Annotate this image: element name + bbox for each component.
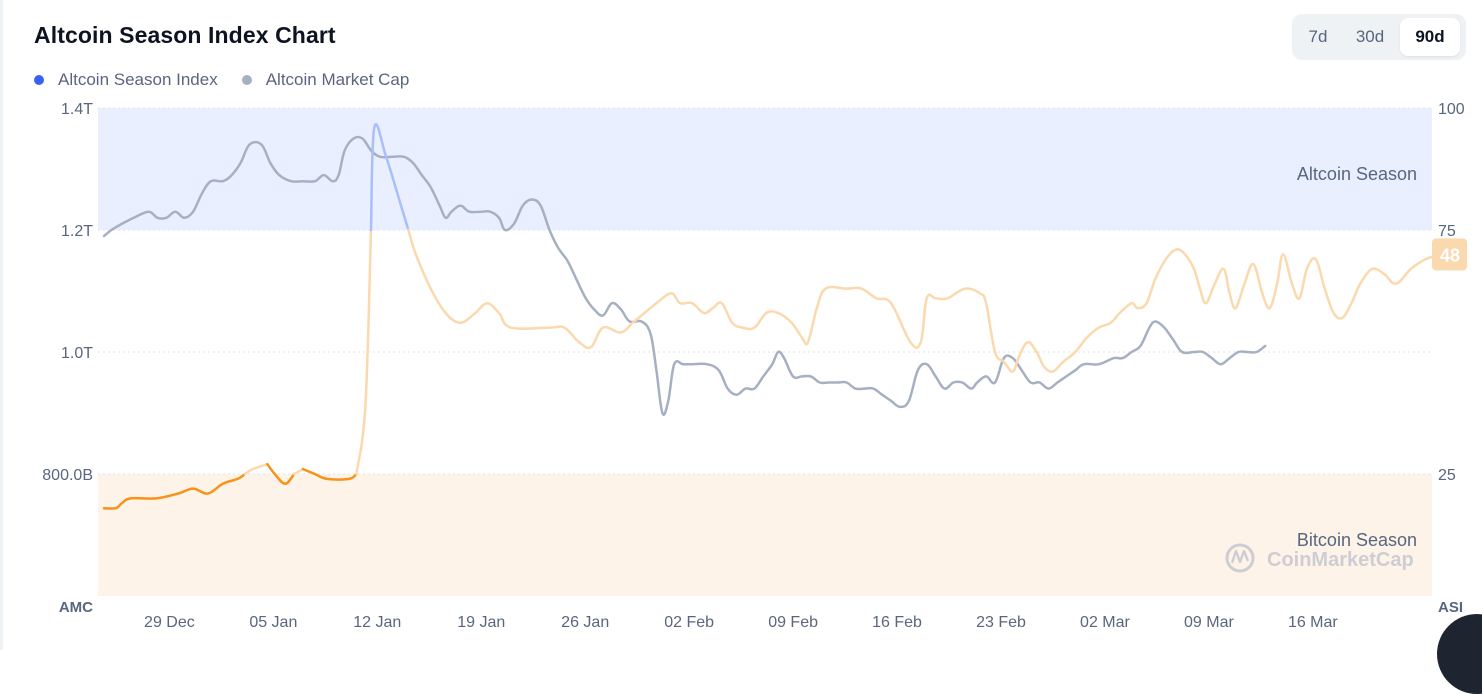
chart-canvas[interactable]: Altcoin Season Bitcoin Season CoinMarketC… (0, 0, 1482, 650)
x-axis-tick-label: 09 Mar (1184, 614, 1234, 631)
series-line-altcoin-season-index-segment (266, 462, 296, 486)
legend-item-market-cap[interactable]: Altcoin Market Cap (241, 70, 410, 90)
x-axis-tick-label: 02 Feb (664, 614, 714, 631)
legend-dot-market-cap (241, 75, 252, 85)
range-button-30d[interactable]: 30d (1355, 27, 1385, 46)
bitcoin-season-band (98, 474, 1432, 596)
legend-dot-index (34, 75, 44, 85)
zone-label-bitcoin-season: Bitcoin Season (1297, 530, 1417, 550)
right-axis-tick-label: 75 (1438, 223, 1456, 240)
left-axis-tick-label: 1.4T (61, 101, 93, 118)
altcoin-season-band (98, 108, 1432, 230)
x-axis-tick-label: 05 Jan (249, 614, 297, 631)
left-axis-tick-label: 1.0T (61, 345, 93, 362)
range-button-90d[interactable]: 90d (1400, 18, 1460, 56)
range-button-7d[interactable]: 7d (1308, 27, 1328, 46)
x-axis-tick-label: 29 Dec (144, 614, 195, 631)
x-axis-tick-label: 26 Jan (561, 614, 609, 631)
current-value-badge (1432, 238, 1467, 271)
chart-legend: Altcoin Season Index Altcoin Market Cap (34, 70, 433, 90)
legend-item-index[interactable]: Altcoin Season Index (34, 70, 218, 90)
x-axis-tick-label: 16 Mar (1288, 614, 1338, 631)
legend-label-market-cap: Altcoin Market Cap (265, 70, 410, 89)
right-axis-tick-label: 25 (1438, 467, 1456, 484)
series-line-altcoin-season-index-segment (243, 462, 269, 476)
x-axis-tick-label: 02 Mar (1080, 614, 1130, 631)
zone-label-altcoin-season: Altcoin Season (1297, 164, 1417, 184)
series-line-altcoin-season-index-segment (301, 467, 358, 481)
series-line-altcoin-market-cap (102, 135, 1267, 416)
series-line-altcoin-season-index-segment (407, 228, 1442, 373)
x-axis-tick-label: 09 Feb (768, 614, 818, 631)
x-axis-tick-label: 23 Feb (976, 614, 1026, 631)
x-axis-tick-label: 19 Jan (457, 614, 505, 631)
left-axis-title: AMC (59, 599, 93, 616)
series-line-altcoin-season-index-segment (369, 123, 410, 232)
series-line-altcoin-season-index-segment (355, 228, 373, 476)
left-axis-tick-label: 1.2T (61, 223, 93, 240)
x-axis-tick-label: 16 Feb (872, 614, 922, 631)
chart-title: Altcoin Season Index Chart (34, 22, 336, 48)
frame-border (0, 0, 3, 650)
cmc-logo-icon (1225, 543, 1255, 573)
legend-label-index: Altcoin Season Index (58, 70, 218, 89)
watermark-text: CoinMarketCap (1267, 549, 1414, 571)
x-axis-tick-label: 12 Jan (353, 614, 401, 631)
current-value-label: 48 (1440, 245, 1460, 265)
time-range-selector: 7d 30d 90d (1292, 14, 1466, 60)
watermark-logo: CoinMarketCap (1225, 543, 1414, 573)
cmc-logo-mark (1230, 549, 1250, 564)
right-axis-title: ASI (1438, 599, 1463, 616)
left-axis-tick-label: 800.0B (42, 467, 93, 484)
series-line-altcoin-season-index-segment (292, 467, 305, 476)
series-line-altcoin-season-index-segment (102, 472, 247, 510)
right-axis-tick-label: 100 (1438, 101, 1465, 118)
